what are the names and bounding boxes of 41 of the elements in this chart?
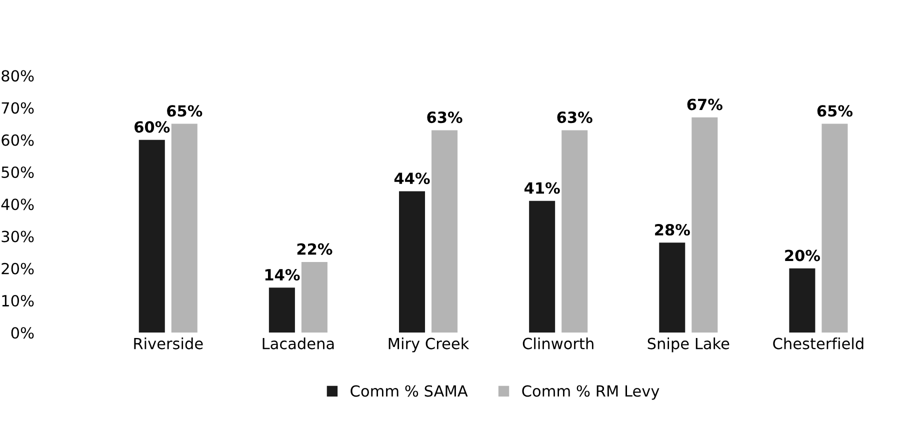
legend-label: Comm % SAMA [350, 385, 468, 397]
bar [822, 124, 848, 333]
text: 44% [394, 172, 430, 184]
y-tick-label: 0% [11, 327, 34, 339]
text: 41% [524, 182, 560, 194]
x-tick-label: Lacadena [262, 338, 334, 350]
text: 65% [817, 105, 853, 117]
y-tick-label: 10% [2, 294, 34, 307]
bar [529, 200, 556, 333]
x-tick-label: Snipe Lake [648, 338, 730, 352]
bar [268, 288, 295, 333]
bar [789, 268, 816, 333]
text: 63% [557, 112, 592, 124]
bar [692, 117, 718, 333]
bar [399, 191, 426, 333]
bar [171, 124, 198, 333]
x-tick-label: Miry Creek [388, 338, 470, 352]
text: 20% [785, 250, 820, 262]
y-tick-label: 20% [2, 262, 34, 274]
text: 60% [134, 121, 170, 133]
x-tick-label: Riverside [134, 338, 203, 350]
bar [432, 130, 458, 333]
text: 67% [687, 98, 722, 110]
y-tick-label: 60% [2, 134, 34, 146]
bar [659, 242, 686, 333]
y-tick-label: 70% [2, 102, 34, 114]
x-tick-label: Clinworth [522, 338, 594, 350]
bar [562, 130, 588, 333]
bar [138, 140, 165, 333]
text: 22% [297, 243, 332, 255]
y-tick-label: 50% [2, 166, 34, 178]
bar [301, 262, 328, 333]
y-tick-label: 80% [2, 70, 34, 82]
y-tick-label: 40% [1, 198, 34, 210]
legend-label: Comm % RM Levy [522, 385, 660, 400]
x-tick-label: Chesterfield [773, 338, 864, 350]
text: 14% [265, 268, 300, 281]
y-tick-label: 30% [2, 230, 34, 242]
text: 63% [427, 112, 462, 124]
text: 28% [655, 224, 690, 236]
text: 65% [167, 105, 202, 117]
